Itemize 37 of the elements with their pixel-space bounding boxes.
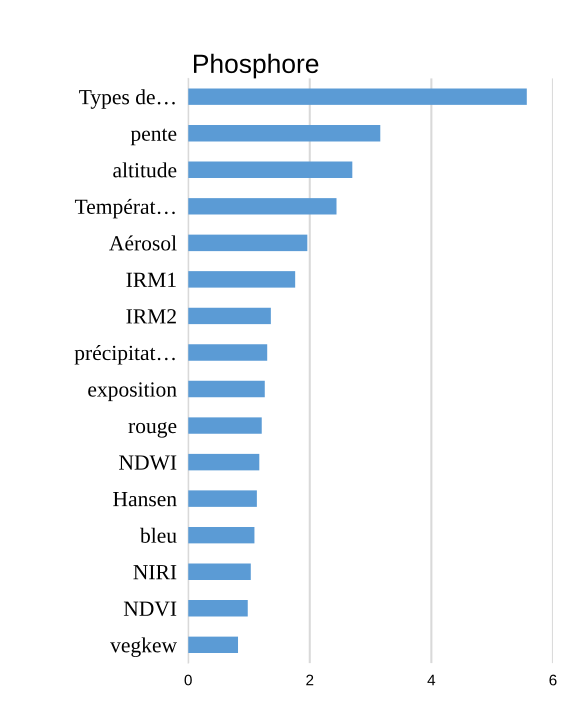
bar bbox=[188, 308, 271, 324]
y-tick-label: pente bbox=[130, 128, 176, 146]
bar bbox=[188, 198, 337, 215]
y-tick-label: IRM2 bbox=[126, 309, 176, 324]
x-tick-label: 4 bbox=[427, 674, 436, 686]
bar bbox=[188, 454, 260, 470]
bar bbox=[188, 271, 296, 288]
y-tick-label: vegkew bbox=[110, 637, 177, 657]
bar bbox=[188, 162, 352, 178]
bar bbox=[188, 88, 527, 105]
bar bbox=[188, 417, 262, 434]
y-tick-label: NIRI bbox=[133, 565, 176, 580]
y-tick-label: altitude bbox=[113, 162, 176, 178]
y-tick-label: IRM1 bbox=[126, 272, 176, 287]
bar bbox=[188, 526, 254, 544]
chart-title: Phosphore bbox=[194, 54, 318, 78]
bar bbox=[188, 380, 265, 398]
bar bbox=[188, 344, 268, 361]
y-tick-label: bleu bbox=[140, 528, 177, 543]
y-tick-label: exposition bbox=[88, 382, 177, 402]
x-tick-label: 0 bbox=[184, 674, 192, 686]
bar bbox=[188, 125, 380, 142]
y-tick-label: Températ… bbox=[74, 198, 175, 218]
x-tick-label: 2 bbox=[306, 674, 314, 686]
y-tick-label: Aérosol bbox=[109, 235, 177, 251]
y-tick-label: Types de… bbox=[79, 89, 175, 109]
bar bbox=[188, 490, 257, 507]
bar bbox=[188, 636, 238, 654]
y-tick-label: rouge bbox=[128, 422, 176, 438]
y-tick-label: NDWI bbox=[119, 455, 176, 470]
y-tick-label: NDVI bbox=[124, 602, 176, 616]
x-tick-label: 6 bbox=[549, 674, 557, 686]
bar bbox=[188, 600, 248, 616]
bar bbox=[188, 234, 308, 252]
bar bbox=[188, 564, 251, 580]
y-tick-label: précipitat… bbox=[74, 345, 175, 365]
y-tick-label: Hansen bbox=[113, 492, 177, 506]
